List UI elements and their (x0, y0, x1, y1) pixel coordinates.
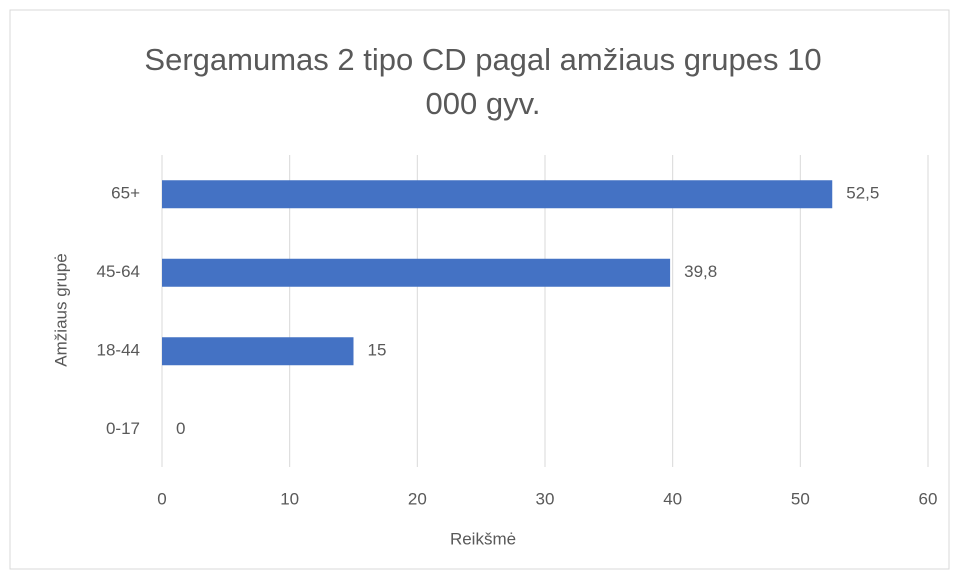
x-tick-label: 10 (280, 489, 299, 508)
value-label: 39,8 (684, 262, 717, 281)
x-axis-label: Reikšmė (450, 529, 516, 548)
bar (162, 180, 833, 209)
y-tick-label: 0-17 (106, 419, 140, 438)
chart-border (9, 9, 950, 570)
bar (162, 258, 671, 287)
x-tick-label: 20 (408, 489, 427, 508)
y-tick-label: 18-44 (97, 341, 140, 360)
chart-title: Sergamumas 2 tipo CD pagal amžiaus grupe… (144, 42, 822, 121)
value-label: 52,5 (846, 184, 879, 203)
value-label: 15 (368, 341, 387, 360)
x-tick-label: 60 (919, 489, 938, 508)
value-label: 0 (176, 419, 185, 438)
bar (162, 337, 354, 366)
y-tick-label: 65+ (111, 184, 140, 203)
x-tick-label: 30 (536, 489, 555, 508)
y-tick-label: 45-64 (97, 262, 140, 281)
x-tick-label: 0 (157, 489, 166, 508)
y-axis-label: Amžiaus grupė (51, 253, 70, 366)
x-tick-label: 50 (791, 489, 810, 508)
x-tick-label: 40 (663, 489, 682, 508)
